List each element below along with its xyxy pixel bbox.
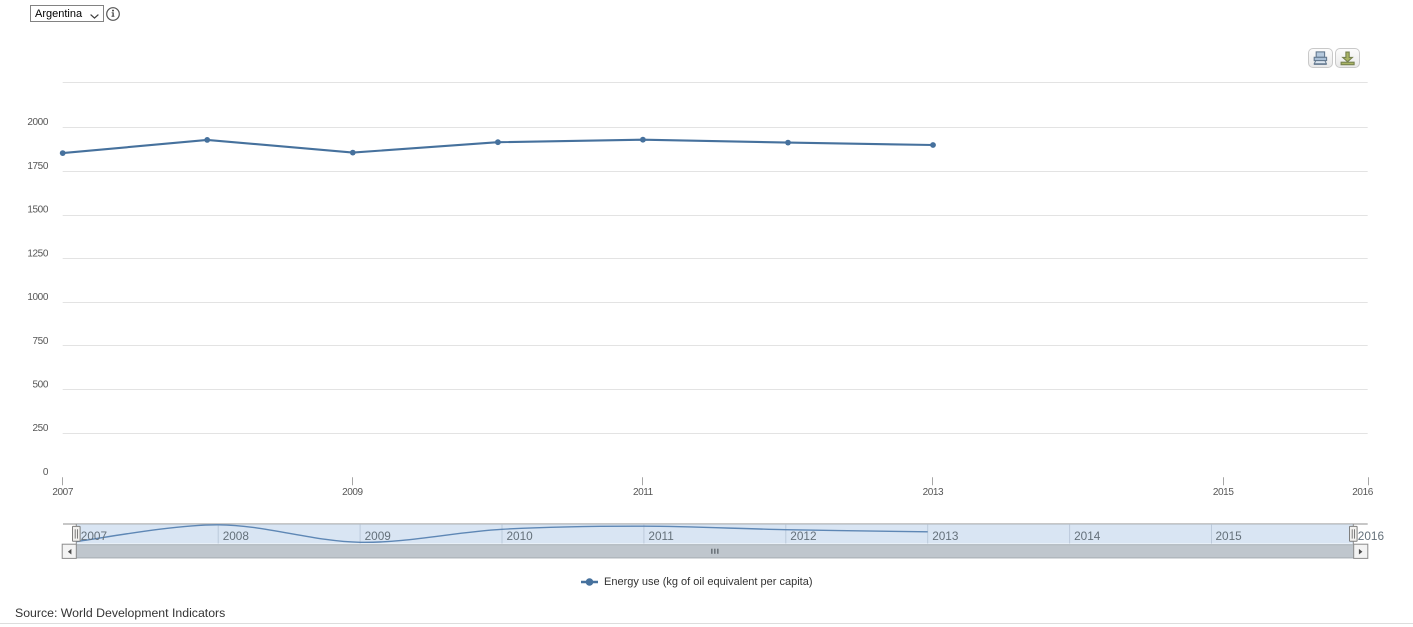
svg-text:2012: 2012 — [790, 529, 816, 543]
svg-text:2010: 2010 — [507, 529, 534, 543]
svg-text:2013: 2013 — [932, 529, 959, 543]
svg-text:2008: 2008 — [223, 529, 250, 543]
svg-text:2015: 2015 — [1213, 487, 1234, 498]
svg-text:2011: 2011 — [648, 529, 673, 543]
svg-text:2013: 2013 — [923, 487, 944, 498]
svg-text:2016: 2016 — [1352, 487, 1373, 498]
svg-text:2009: 2009 — [365, 529, 391, 543]
svg-text:750: 750 — [33, 336, 49, 347]
svg-text:1250: 1250 — [27, 248, 48, 259]
svg-text:2014: 2014 — [1074, 529, 1101, 543]
svg-text:2009: 2009 — [342, 487, 363, 498]
svg-text:2000: 2000 — [27, 117, 48, 128]
svg-text:1000: 1000 — [27, 292, 48, 303]
svg-text:250: 250 — [33, 423, 49, 434]
svg-text:2011: 2011 — [633, 487, 654, 498]
svg-text:1750: 1750 — [27, 161, 48, 172]
svg-text:2007: 2007 — [81, 529, 107, 543]
svg-text:2015: 2015 — [1216, 529, 1243, 543]
svg-text:2016: 2016 — [1358, 529, 1385, 543]
svg-text:2007: 2007 — [52, 487, 73, 498]
svg-text:500: 500 — [33, 380, 49, 391]
svg-text:1500: 1500 — [27, 205, 48, 216]
svg-text:0: 0 — [43, 467, 49, 478]
